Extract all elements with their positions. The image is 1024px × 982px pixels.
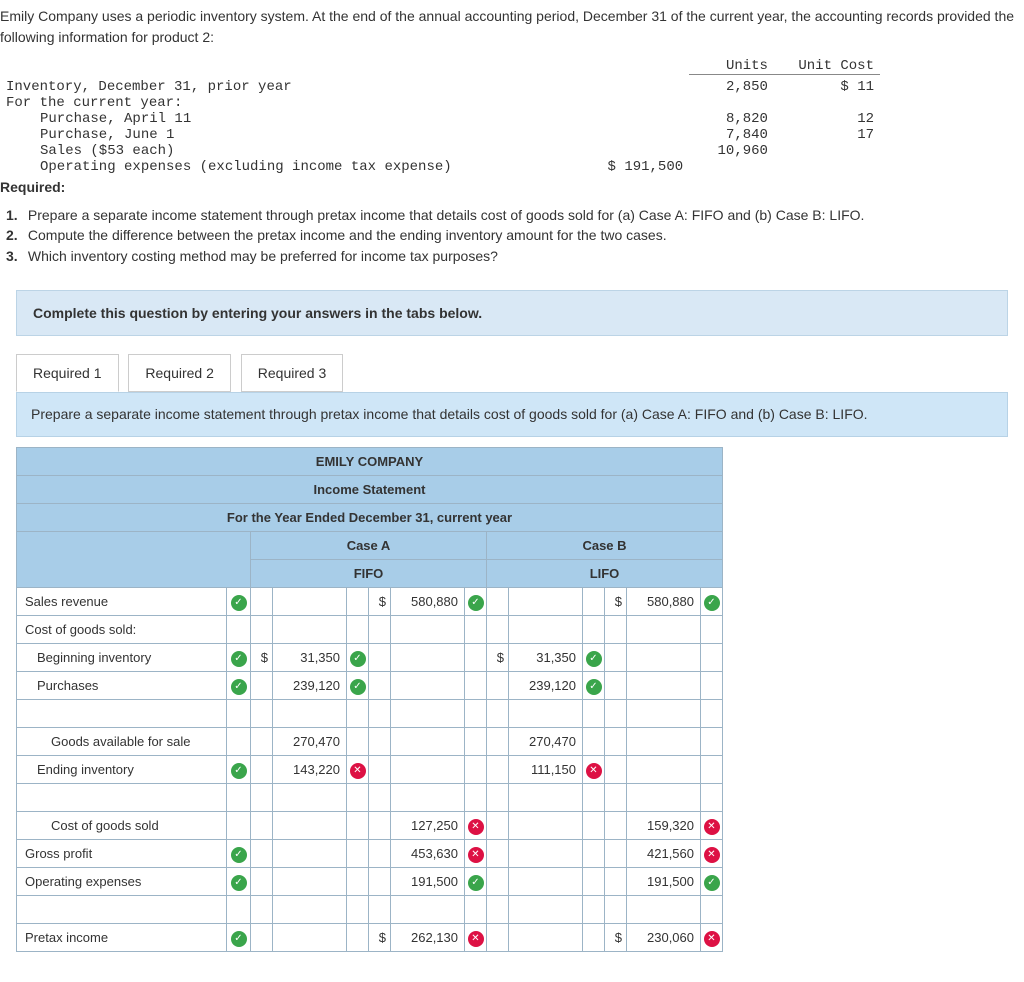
check-icon: ✓ [231,651,247,667]
row-label[interactable]: Pretax income [17,924,227,952]
requirement-item: 1. Prepare a separate income statement t… [6,205,1024,225]
cross-icon: ✕ [586,763,602,779]
row-label[interactable] [17,896,227,924]
requirement-item: 3. Which inventory costing method may be… [6,246,1024,266]
row-label[interactable]: Cost of goods sold: [17,616,227,644]
fifo-header: FIFO [251,560,487,588]
stmt-title-3: For the Year Ended December 31, current … [17,504,723,532]
row-opex: Operating expenses✓191,500✓191,500✓ [17,868,723,896]
tab-required-3[interactable]: Required 3 [241,354,344,392]
row-label[interactable]: Purchases [17,672,227,700]
row-blank3 [17,896,723,924]
row-blank2 [17,784,723,812]
row-label[interactable] [17,784,227,812]
row-blank1 [17,700,723,728]
row-sales_revenue: Sales revenue✓$580,880✓$580,880✓ [17,588,723,616]
row-cogs_total: Cost of goods sold127,250✕159,320✕ [17,812,723,840]
row-beg_inv: Beginning inventory✓$31,350✓$31,350✓ [17,644,723,672]
given-data-rows: Inventory, December 31, prior year2,850$… [0,79,880,175]
row-purchases: Purchases✓239,120✓239,120✓ [17,672,723,700]
check-icon: ✓ [350,651,366,667]
tab-prompt: Prepare a separate income statement thro… [16,392,1008,438]
lifo-header: LIFO [487,560,723,588]
row-end_inv: Ending inventory✓143,220✕111,150✕ [17,756,723,784]
problem-intro: Emily Company uses a periodic inventory … [0,0,1024,58]
cross-icon: ✕ [468,819,484,835]
tab-required-1[interactable]: Required 1 [16,354,119,392]
row-label[interactable]: Ending inventory [17,756,227,784]
row-cogs_hdr: Cost of goods sold: [17,616,723,644]
check-icon: ✓ [231,931,247,947]
row-pretax: Pretax income✓$262,130✕$230,060✕ [17,924,723,952]
row-label[interactable]: Sales revenue [17,588,227,616]
row-ga4s: Goods available for sale270,470270,470 [17,728,723,756]
given-data-table: UnitsUnit Cost [0,58,880,75]
row-label[interactable]: Goods available for sale [17,728,227,756]
cross-icon: ✕ [704,819,720,835]
check-icon: ✓ [231,763,247,779]
row-label[interactable]: Beginning inventory [17,644,227,672]
cross-icon: ✕ [350,763,366,779]
tabs: Required 1 Required 2 Required 3 [16,354,1008,392]
check-icon: ✓ [586,679,602,695]
requirement-item: 2. Compute the difference between the pr… [6,225,1024,245]
cross-icon: ✕ [704,847,720,863]
cross-icon: ✕ [468,931,484,947]
row-label[interactable] [17,700,227,728]
stmt-title-2: Income Statement [17,476,723,504]
cross-icon: ✕ [468,847,484,863]
case-b-header: Case B [487,532,723,560]
check-icon: ✓ [704,595,720,611]
row-gross_profit: Gross profit✓453,630✕421,560✕ [17,840,723,868]
check-icon: ✓ [468,875,484,891]
check-icon: ✓ [704,875,720,891]
required-label: Required: [0,179,1024,195]
check-icon: ✓ [231,875,247,891]
check-icon: ✓ [586,651,602,667]
row-label[interactable]: Operating expenses [17,868,227,896]
requirements-list: 1. Prepare a separate income statement t… [0,205,1024,266]
instruction-box: Complete this question by entering your … [16,290,1008,336]
check-icon: ✓ [231,679,247,695]
tab-required-2[interactable]: Required 2 [128,354,231,392]
income-statement-table: EMILY COMPANY Income Statement For the Y… [16,447,723,952]
case-a-header: Case A [251,532,487,560]
stmt-title-1: EMILY COMPANY [17,448,723,476]
cross-icon: ✕ [704,931,720,947]
row-label[interactable]: Gross profit [17,840,227,868]
check-icon: ✓ [468,595,484,611]
check-icon: ✓ [350,679,366,695]
row-label[interactable]: Cost of goods sold [17,812,227,840]
check-icon: ✓ [231,595,247,611]
check-icon: ✓ [231,847,247,863]
